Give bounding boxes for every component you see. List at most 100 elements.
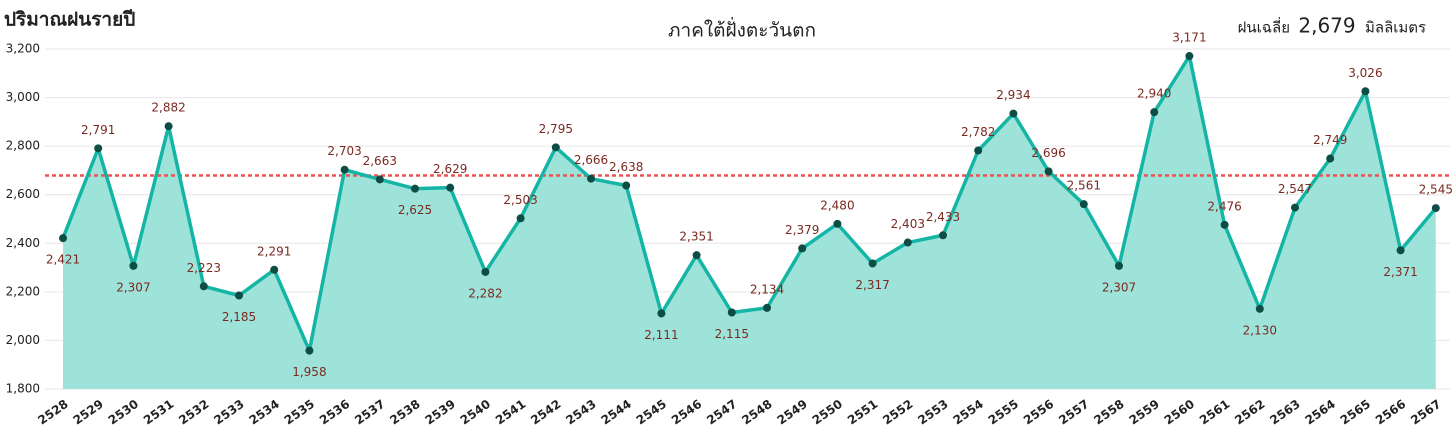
value-label: 2,629 — [433, 162, 467, 176]
marker — [129, 261, 138, 270]
marker — [763, 303, 771, 312]
marker — [446, 183, 455, 192]
value-label: 2,134 — [750, 282, 784, 296]
x-tick-label: 2533 — [211, 397, 246, 425]
value-label: 2,666 — [574, 153, 608, 167]
x-tick-label: 2555 — [986, 397, 1021, 425]
value-label: 2,223 — [187, 261, 221, 275]
marker — [1431, 204, 1440, 213]
value-label: 2,882 — [151, 101, 185, 115]
value-label: 2,625 — [398, 203, 432, 217]
marker — [270, 265, 279, 274]
value-label: 2,291 — [257, 244, 291, 258]
x-tick-label: 2560 — [1162, 397, 1197, 425]
value-label: 2,749 — [1313, 133, 1347, 147]
value-label: 2,307 — [1102, 280, 1136, 294]
x-tick-label: 2564 — [1303, 397, 1338, 425]
value-label: 2,317 — [855, 278, 889, 292]
value-label: 2,282 — [468, 286, 502, 300]
value-label: 2,111 — [644, 328, 678, 342]
marker — [1396, 246, 1405, 255]
value-label: 2,561 — [1067, 179, 1101, 193]
marker — [481, 267, 490, 276]
y-tick-label: 2,200 — [6, 284, 40, 298]
value-label: 3,171 — [1172, 31, 1206, 45]
value-label: 2,663 — [363, 154, 397, 168]
marker — [59, 234, 67, 243]
marker — [94, 144, 103, 153]
marker — [1220, 220, 1229, 229]
x-tick-label: 2552 — [880, 397, 915, 425]
marker — [235, 291, 243, 300]
marker — [1115, 261, 1123, 270]
marker — [1185, 52, 1194, 61]
value-label: 2,795 — [539, 122, 573, 136]
x-tick-label: 2528 — [35, 397, 70, 425]
marker — [1255, 304, 1264, 313]
value-label: 2,782 — [961, 125, 995, 139]
x-tick-label: 2567 — [1408, 397, 1443, 425]
marker — [587, 174, 595, 183]
y-tick-label: 2,400 — [6, 236, 40, 250]
marker — [516, 214, 525, 223]
marker — [868, 259, 877, 268]
x-tick-label: 2536 — [317, 397, 352, 425]
value-label: 2,545 — [1419, 183, 1452, 197]
value-label: 2,185 — [222, 310, 256, 324]
x-tick-label: 2541 — [493, 397, 528, 425]
marker — [1291, 203, 1299, 212]
value-label: 2,351 — [679, 230, 713, 244]
x-tick-label: 2551 — [845, 397, 880, 425]
x-tick-label: 2557 — [1056, 397, 1091, 425]
value-label: 2,940 — [1137, 87, 1171, 101]
value-label: 2,115 — [715, 327, 749, 341]
marker — [551, 143, 560, 152]
value-label: 2,371 — [1383, 265, 1417, 279]
y-tick-label: 3,200 — [6, 42, 40, 56]
marker — [1009, 109, 1018, 118]
value-label: 2,703 — [327, 144, 361, 158]
marker — [340, 165, 349, 174]
y-tick-label: 2,800 — [6, 139, 40, 153]
x-tick-label: 2531 — [141, 397, 176, 425]
marker — [375, 175, 384, 184]
value-label: 2,433 — [926, 210, 960, 224]
x-tick-label: 2535 — [282, 397, 317, 425]
marker — [727, 308, 736, 317]
value-label: 2,638 — [609, 160, 643, 174]
x-tick-label: 2544 — [599, 397, 634, 425]
x-tick-label: 2553 — [915, 397, 950, 425]
value-label: 2,547 — [1278, 182, 1312, 196]
x-tick-label: 2530 — [106, 397, 141, 425]
marker — [1326, 154, 1335, 163]
x-tick-label: 2538 — [387, 397, 422, 425]
x-tick-label: 2545 — [634, 397, 669, 425]
y-tick-label: 2,000 — [6, 333, 40, 347]
value-label: 3,026 — [1348, 66, 1382, 80]
value-label: 2,379 — [785, 223, 819, 237]
average-value: 2,679 — [1298, 14, 1355, 38]
x-tick-label: 2542 — [528, 397, 563, 425]
x-tick-label: 2563 — [1267, 397, 1302, 425]
x-tick-label: 2543 — [563, 397, 598, 425]
marker — [692, 251, 701, 260]
x-tick-label: 2548 — [739, 397, 774, 425]
area — [63, 56, 1436, 390]
x-tick-label: 2566 — [1373, 397, 1408, 425]
marker — [657, 309, 666, 318]
value-label: 2,403 — [891, 217, 925, 231]
x-tick-label: 2556 — [1021, 397, 1056, 425]
y-tick-label: 3,000 — [6, 90, 40, 104]
value-label: 2,421 — [46, 253, 80, 267]
x-tick-label: 2529 — [71, 397, 106, 425]
marker — [1150, 108, 1159, 117]
x-tick-label: 2550 — [810, 397, 845, 425]
chart-title: ปริมาณฝนรายปี — [4, 9, 135, 31]
marker — [939, 231, 947, 240]
x-tick-label: 2558 — [1091, 397, 1126, 425]
value-label: 2,791 — [81, 123, 115, 137]
value-label: 2,934 — [996, 88, 1030, 102]
marker — [798, 244, 807, 253]
x-tick-label: 2559 — [1127, 397, 1162, 425]
